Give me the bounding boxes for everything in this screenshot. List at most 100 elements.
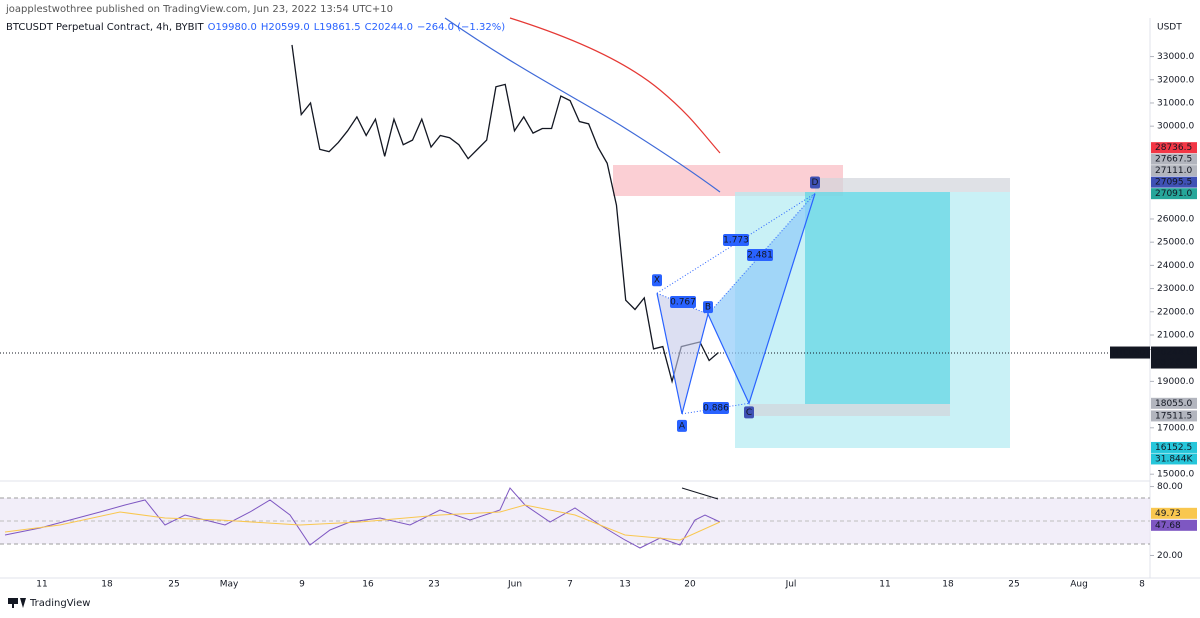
price-tick-label: 23000.0 [1157, 284, 1194, 294]
ratio-label: 0.767 [670, 298, 696, 308]
price-badge [1151, 142, 1197, 154]
price-line-series [291, 44, 719, 384]
point-label: B [705, 303, 711, 313]
symbol-label: BTCUSDT [1113, 348, 1151, 357]
entry-zone [749, 404, 950, 416]
rsi-badge-label: 47.68 [1155, 521, 1181, 531]
price-tick-label: 26000.0 [1157, 214, 1194, 224]
position-zone [805, 192, 950, 404]
time-label: 23 [428, 580, 439, 590]
rsi-tick-label: 80.00 [1157, 482, 1183, 492]
legend-close: C20244.0 [365, 22, 413, 33]
time-label: 20 [684, 580, 696, 590]
price-badge [1151, 188, 1197, 200]
price-badge-label: 17511.5 [1155, 411, 1192, 421]
time-label: Jul [785, 580, 797, 590]
price-tick-label: 33000.0 [1157, 52, 1194, 62]
price-badge-label: 16152.5 [1155, 443, 1192, 453]
stop-zone [815, 178, 1010, 192]
rsi-tick-label: 20.00 [1157, 551, 1183, 561]
price-badge [1151, 165, 1197, 177]
pattern-bcd [708, 193, 815, 404]
rsi-badge [1151, 507, 1197, 519]
price-tick-label: 15000.0 [1157, 470, 1194, 480]
time-label: 7 [567, 580, 573, 590]
price-badge-label: 27667.5 [1155, 155, 1192, 165]
price-tick-label: 31000.0 [1157, 98, 1194, 108]
legend-low: L19861.5 [314, 22, 361, 33]
ratio-label: 0.886 [703, 404, 729, 414]
price-tick-label: 17000.0 [1157, 423, 1194, 433]
price-tick-label: 21000.0 [1157, 330, 1194, 340]
time-label: 18 [101, 580, 113, 590]
legend-change: −264.0 (−1.32%) [417, 22, 505, 33]
ratio-label: 1.773 [723, 236, 749, 246]
legend-symbol: BTCUSDT Perpetual Contract, 4h, BYBIT [6, 22, 204, 33]
ratio-box [723, 234, 749, 246]
publisher: joapplestwothree published on TradingVie… [5, 4, 393, 15]
symbol-badge [1110, 346, 1150, 359]
legend-open: O19980.0 [208, 22, 257, 33]
ratio-box [670, 296, 696, 308]
ratio-box [703, 402, 729, 414]
price-badge [1151, 153, 1197, 165]
rsi-badge [1151, 519, 1197, 531]
price-tick-label: 25000.0 [1157, 238, 1194, 248]
brand: TradingView [29, 598, 90, 609]
time-label: 8 [1139, 580, 1145, 590]
time-label: 11 [36, 580, 47, 590]
countdown: 05:26 [1155, 358, 1181, 368]
time-label: Jun [507, 580, 522, 590]
point-label: C [746, 408, 752, 418]
current-price-badge [1151, 346, 1197, 369]
moving-average [444, 17, 721, 193]
price-tick-label: 24000.0 [1157, 261, 1194, 271]
point-box [810, 176, 820, 189]
price-badge-label: 28736.5 [1155, 143, 1192, 153]
volume-badge-label: 31.844K [1155, 454, 1193, 464]
time-label: May [220, 580, 239, 590]
point-box [703, 301, 713, 314]
point-box [677, 419, 687, 432]
time-label: 18 [942, 580, 954, 590]
price-tick-label: 30000.0 [1157, 122, 1194, 132]
time-label: 13 [619, 580, 630, 590]
price-badge [1151, 441, 1197, 453]
point-label: D [812, 178, 819, 188]
time-label: 11 [879, 580, 890, 590]
brand-logo [8, 598, 26, 608]
time-label: 25 [1008, 580, 1019, 590]
rsi-badge-label: 49.73 [1155, 509, 1181, 519]
time-label: 16 [362, 580, 374, 590]
price-badge-label: 18055.0 [1155, 399, 1192, 409]
price-badge [1151, 397, 1197, 409]
divergence-line [681, 487, 719, 500]
pattern-xab [657, 293, 708, 414]
price-badge-label: 27095.5 [1155, 178, 1192, 188]
ratio-label: 2.481 [747, 251, 773, 261]
rsi-signal [4, 504, 721, 541]
price-badge [1151, 176, 1197, 188]
time-label: 25 [168, 580, 179, 590]
current-price-label: 20244.0 [1155, 348, 1192, 358]
volume-badge [1151, 453, 1197, 465]
time-label: 9 [299, 580, 305, 590]
supply-zone [613, 165, 843, 196]
legend: BTCUSDT Perpetual Contract, 4h, BYBIT O19… [6, 22, 505, 33]
legend-high: H20599.0 [261, 22, 310, 33]
price-badge-label: 27091.0 [1155, 189, 1192, 199]
price-tick-label: 19000.0 [1157, 377, 1194, 387]
rsi-line [4, 487, 721, 549]
ratio-box [747, 249, 773, 261]
moving-average [509, 17, 721, 154]
time-label: Aug [1070, 580, 1088, 590]
point-box [652, 274, 662, 287]
point-label: X [654, 276, 660, 286]
point-label: A [679, 421, 686, 431]
point-box [744, 406, 754, 419]
price-badge [1151, 410, 1197, 422]
price-tick-label: 22000.0 [1157, 307, 1194, 317]
price-badge-label: 27111.0 [1155, 166, 1192, 176]
price-tick-label: 32000.0 [1157, 75, 1194, 85]
